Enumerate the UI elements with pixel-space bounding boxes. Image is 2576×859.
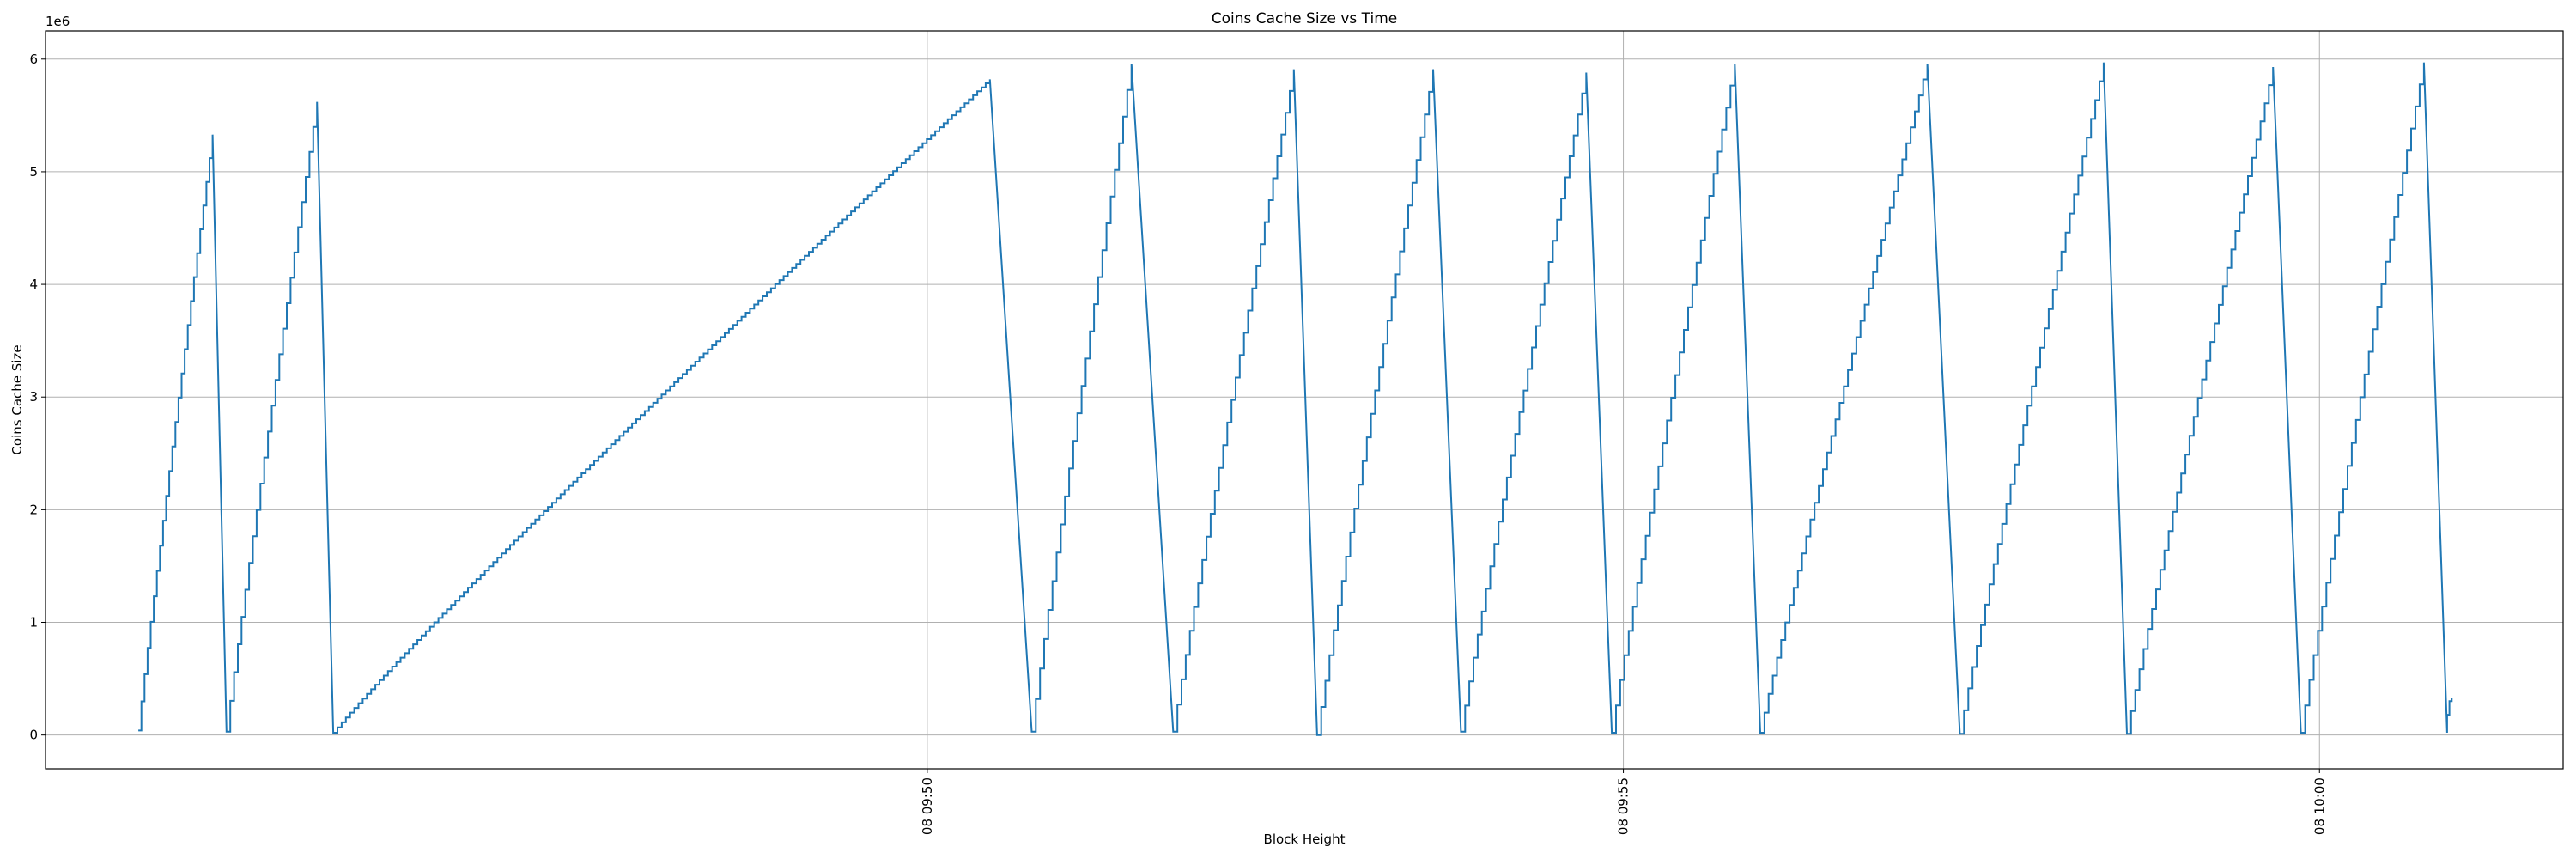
x-axis-label: Block Height <box>1264 832 1346 847</box>
series-line <box>138 62 2453 736</box>
series-layer <box>138 62 2453 736</box>
chart-title: Coins Cache Size vs Time <box>1212 10 1398 27</box>
y-axis-label: Coins Cache Size <box>9 344 25 454</box>
y-tick-label: 2 <box>29 502 38 517</box>
ticks: 0 1 2 3 4 5 6 08 09:50 08 09:55 08 10:00 <box>29 52 2327 835</box>
y-tick-label: 0 <box>29 728 38 743</box>
y-tick-label: 3 <box>29 389 38 405</box>
y-offset-label: 1e6 <box>46 14 70 29</box>
plot-frame <box>45 30 2564 770</box>
y-tick-label: 5 <box>29 164 38 180</box>
y-tick-label: 1 <box>29 615 38 631</box>
grid <box>46 31 2563 769</box>
y-tick-label: 6 <box>29 52 38 67</box>
x-tick-label: 08 09:55 <box>1616 777 1631 835</box>
x-tick-label: 08 09:50 <box>920 777 935 835</box>
y-tick-label: 4 <box>29 277 38 292</box>
x-tick-label: 08 10:00 <box>2312 777 2327 835</box>
